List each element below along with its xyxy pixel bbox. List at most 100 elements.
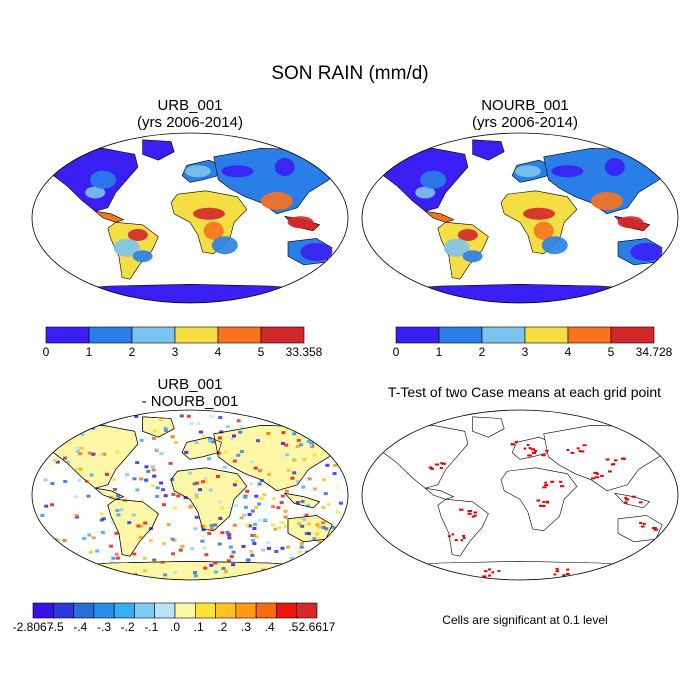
map-3-diff-cell (267, 472, 272, 476)
map-1-field-patch (221, 165, 254, 178)
map-4-significant-cell (439, 467, 443, 470)
map-3-diff-cell (284, 489, 289, 493)
map-3-diff-cell (281, 431, 286, 435)
map-panel-2 (361, 132, 679, 304)
map-3-diff-cell (292, 432, 297, 436)
map-3-diff-cell (252, 541, 257, 545)
map-2-greenland (472, 139, 505, 161)
map-3-diff-cell (204, 479, 209, 483)
map-1-field-patch (85, 186, 106, 199)
map-3-diff-cell (317, 539, 322, 543)
map-1-field-patch (260, 192, 293, 210)
map-3-diff-cell (194, 495, 199, 499)
map-4-significant-cell (538, 504, 542, 507)
map-3-diff-cell (303, 432, 308, 436)
map-3-diff-cell (313, 552, 318, 556)
map-3-diff-cell (183, 496, 188, 500)
map-3-diff-cell (191, 502, 196, 506)
map-3-diff-cell (134, 414, 139, 418)
map-3-diff-cell (99, 453, 104, 457)
colorbar-1-swatch (45, 326, 90, 344)
map-3-diff-cell (251, 538, 256, 542)
colorbar-2-tick-label: 1 (436, 345, 443, 359)
map-3-diff-cell (127, 521, 132, 525)
map-3-diff-cell (254, 535, 259, 539)
map-2-field-patch (541, 236, 568, 255)
map-4-significant-cell (532, 452, 536, 455)
map-1-field-patch (211, 236, 238, 255)
map-3-diff-cell (201, 535, 206, 539)
map-3-diff-cell (66, 460, 71, 464)
colorbar-1-tick-label: 0 (43, 345, 50, 359)
map-4-significant-cell (624, 496, 628, 499)
map-3-diff-cell (109, 560, 114, 564)
map-3-diff-cell (232, 434, 237, 438)
map-2-centralAmerica (424, 210, 455, 223)
map-3-diff-cell (283, 524, 288, 528)
map-4-significant-cell (638, 501, 643, 504)
map-4-significant-cell (565, 573, 570, 576)
map-3-diff-cell (306, 504, 311, 508)
map-3-diff-cell (55, 457, 60, 461)
map-3-outline-greenland (142, 416, 175, 438)
map-3-diff-cell (51, 573, 56, 577)
colorbar-3-tick-label: .5 (288, 620, 298, 634)
map-3-diff-cell (258, 518, 263, 522)
map-3-diff-cell (325, 420, 330, 424)
map-3-diff-cell (311, 422, 316, 426)
map-3-diff-cell (243, 495, 248, 499)
map-3-diff-cell (250, 460, 255, 464)
map-3-diff-cell (163, 573, 168, 577)
map-3-diff-cell (112, 478, 117, 482)
map-3-diff-cell (249, 550, 254, 554)
map-3-diff-cell (60, 550, 65, 554)
map-3-diff-cell (106, 447, 111, 451)
map-1-field-patch (287, 216, 314, 229)
map-2-frame (361, 132, 679, 304)
map-3-diff-cell (132, 552, 137, 556)
map-3-diff-cell (46, 561, 51, 565)
map-4-significant-cell (555, 567, 559, 570)
map-3-diff-cell (323, 492, 328, 496)
map-3-diff-cell (194, 493, 199, 497)
map-3-diff-cell (139, 438, 144, 442)
map-3-diff-cell (231, 550, 236, 554)
map-4-significant-cell (620, 457, 626, 460)
map-3-diff-cell (315, 523, 320, 527)
colorbar-2-swatch (438, 326, 483, 344)
map-3-diff-cell (169, 421, 174, 425)
colorbar-3-swatch (215, 602, 237, 619)
map-3-diff-cell (324, 527, 329, 531)
map-2-field-patch (590, 192, 623, 210)
colorbar-3-swatch (276, 602, 298, 619)
map-4-significant-cell (624, 501, 628, 504)
map-3-diff-cell (55, 460, 60, 464)
map-4-significant-cell (559, 480, 563, 483)
map-4-significant-cell (544, 481, 547, 484)
map-3-diff-cell (95, 549, 100, 553)
map-4-significant-cell (566, 568, 570, 571)
map-2-field-patch (604, 158, 625, 176)
map-3-diff-cell (260, 497, 265, 501)
map-3-diff-cell (194, 515, 199, 519)
map-3-diff-cell (280, 521, 285, 525)
map-3-diff-cell (150, 484, 155, 488)
map-panel-3 (31, 409, 349, 581)
map-3-diff-cell (224, 450, 229, 454)
map-2-field-patch (522, 207, 555, 220)
map-4-significant-cell (473, 514, 477, 517)
colorbar-3-swatch (235, 602, 257, 619)
map-4-africa (500, 467, 578, 532)
map-2-field-patch (457, 229, 478, 241)
map-3-diff-cell (202, 524, 207, 528)
map-3-diff-cell (229, 437, 234, 441)
map-3-diff-cell (224, 570, 229, 574)
map-1-field-patch (192, 207, 225, 220)
map-3-diff-cell (159, 481, 164, 485)
map-3-diff-cell (152, 474, 157, 478)
map-3-diff-cell (302, 435, 307, 439)
map-3-diff-cell (292, 471, 297, 475)
map-3-diff-cell (76, 424, 81, 428)
map-3-diff-cell (176, 494, 181, 498)
map-3-diff-cell (218, 500, 223, 504)
